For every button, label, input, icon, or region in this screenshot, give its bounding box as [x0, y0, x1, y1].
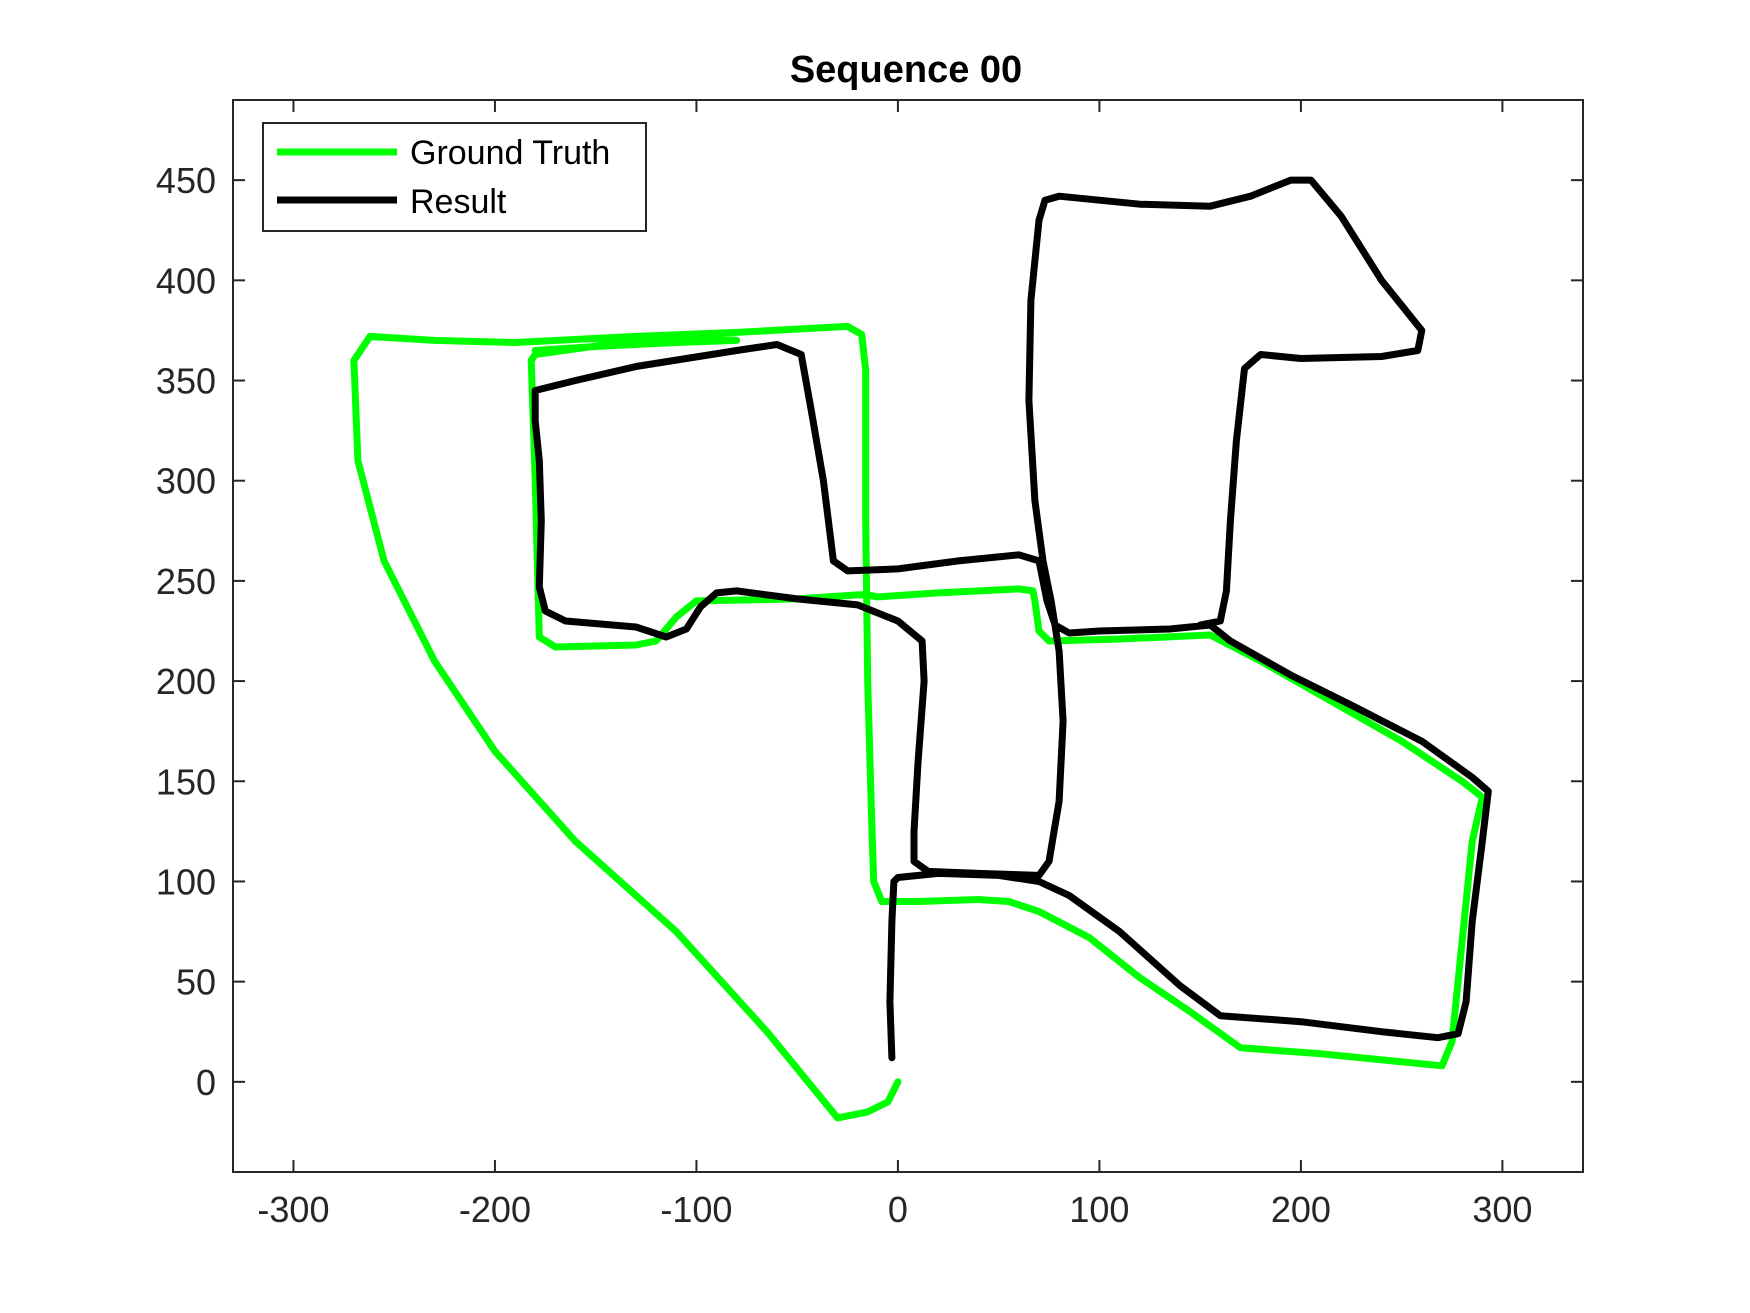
- x-tick-label: -100: [660, 1189, 732, 1230]
- y-tick-label: 400: [156, 260, 216, 301]
- x-tick-label: 100: [1069, 1189, 1129, 1230]
- y-tick-label: 100: [156, 861, 216, 902]
- series-line-ground-truth: [350, 322, 1486, 1122]
- y-tick-label: 50: [176, 962, 216, 1003]
- series-line-result: [531, 176, 1492, 1062]
- legend: Ground Truth Result: [262, 122, 647, 232]
- legend-box: [262, 122, 647, 232]
- y-tick-label: 350: [156, 361, 216, 402]
- x-tick-label: 300: [1472, 1189, 1532, 1230]
- y-tick-label: 250: [156, 561, 216, 602]
- y-tick-label: 450: [156, 160, 216, 201]
- ticks-layer: -300 -200 -100 0 100 200 300 0 50 100 150 200 250 300…: [156, 100, 1583, 1230]
- legend-label-ground-truth: Ground Truth: [410, 134, 610, 172]
- x-tick-label: 200: [1271, 1189, 1331, 1230]
- x-tick-label: 0: [888, 1189, 908, 1230]
- axes-box: [232, 99, 1584, 1173]
- y-tick-label: 0: [196, 1062, 216, 1103]
- series-layer: [350, 176, 1492, 1122]
- plot-area: -300 -200 -100 0 100 200 300 0 50 100 150 200 250 300…: [156, 99, 1584, 1230]
- y-tick-label: 150: [156, 761, 216, 802]
- y-tick-label: 300: [156, 461, 216, 502]
- x-tick-label: -300: [257, 1189, 329, 1230]
- legend-label-result: Result: [410, 183, 507, 221]
- chart-title: Sequence 00: [790, 49, 1022, 91]
- y-tick-label: 200: [156, 661, 216, 702]
- x-tick-label: -200: [459, 1189, 531, 1230]
